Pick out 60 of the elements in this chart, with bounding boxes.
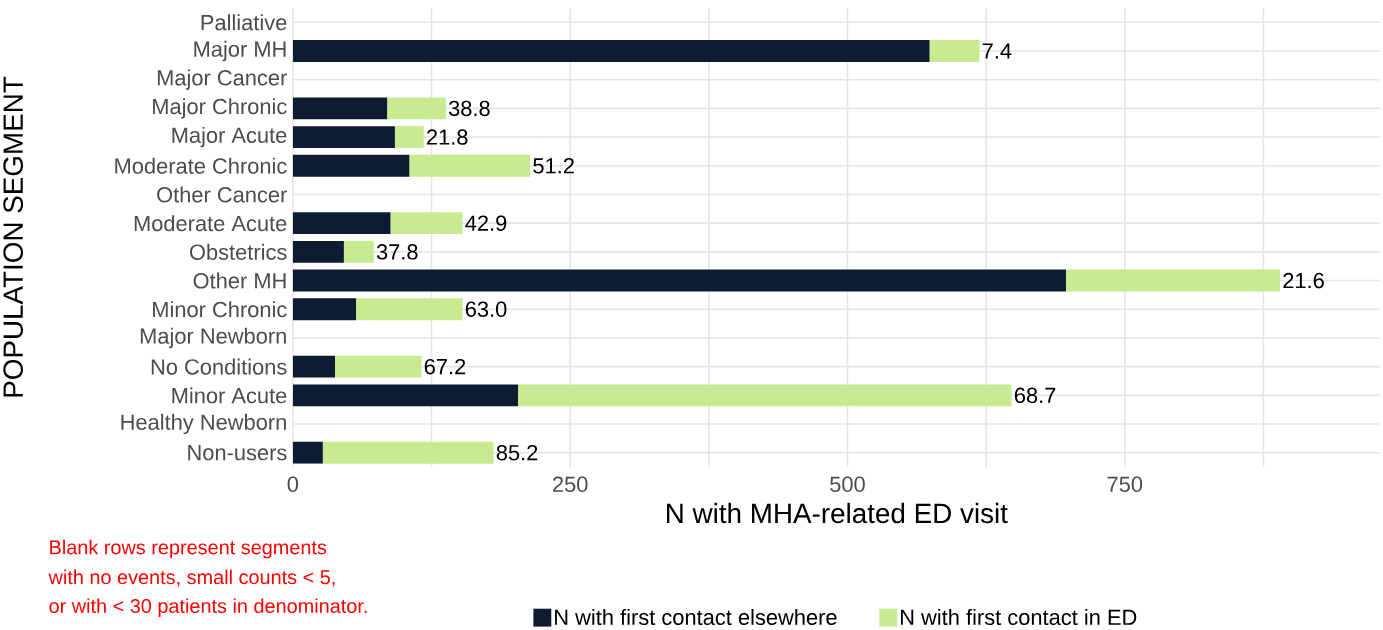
bar — [292, 384, 519, 407]
x-tick-label: 0 — [287, 476, 299, 492]
y-tick-label: Non-users — [188, 444, 287, 461]
y-axis-title: POPULATION SEGMENT — [3, 76, 24, 397]
y-tick-label: Moderate Chronic — [115, 157, 287, 174]
legend-label: N with first contact in ED — [901, 608, 1137, 625]
bar — [292, 126, 395, 148]
annotation: 7.4 — [982, 43, 1012, 59]
y-tick-label: No Conditions — [151, 358, 287, 375]
y-tick-label: Major Chronic — [153, 98, 287, 119]
bar — [292, 39, 930, 62]
annotation: 42.9 — [465, 215, 507, 231]
annotation: 51.2 — [533, 157, 574, 174]
bar — [343, 240, 374, 263]
x-axis-title: N with MHA-related ED visit — [667, 502, 1008, 524]
annotation: 85.2 — [496, 444, 538, 461]
annotation: 37.8 — [376, 243, 418, 260]
bar — [334, 355, 422, 378]
bar — [322, 441, 494, 464]
y-tick-label: Other Cancer — [157, 186, 287, 203]
bar — [292, 269, 1066, 292]
y-tick-label: Major Newborn — [140, 327, 286, 348]
bar — [409, 154, 531, 177]
y-tick-label: Minor Chronic — [153, 301, 287, 318]
y-tick-label: Moderate Acute — [134, 214, 287, 232]
bar — [292, 97, 388, 120]
bar — [356, 298, 463, 321]
bar — [292, 154, 410, 177]
legend-label: N with first contact elsewhere — [555, 608, 837, 625]
text: Blank rows represent segments — [50, 539, 327, 559]
annotation: 63.0 — [465, 301, 507, 317]
text: or with < 30 patients in denominator. — [49, 598, 367, 617]
y-tick-label: Obstetrics — [189, 243, 287, 260]
bar — [387, 97, 446, 120]
annotation: 21.8 — [427, 129, 468, 145]
bar — [1065, 269, 1281, 292]
annotation: 67.2 — [424, 358, 466, 375]
bar — [518, 384, 1012, 407]
annotation: 68.7 — [1014, 387, 1056, 403]
bar — [292, 212, 391, 234]
x-tick-label: 250 — [553, 476, 588, 492]
bar — [292, 298, 357, 321]
x-tick-label: 500 — [830, 476, 865, 492]
bar — [390, 212, 463, 234]
y-tick-label: Palliative — [201, 14, 287, 31]
bar — [929, 39, 980, 62]
annotation: 38.8 — [448, 100, 490, 116]
y-tick-label: Major Cancer — [157, 69, 287, 90]
bar — [394, 126, 424, 148]
text: with no events, small counts < 5, — [48, 569, 335, 587]
annotation: 21.6 — [1283, 272, 1324, 289]
y-tick-label: Major MH — [194, 40, 286, 62]
y-tick-label: Other MH — [193, 272, 286, 289]
y-tick-label: Minor Acute — [172, 387, 287, 404]
bar — [292, 355, 335, 378]
bar — [292, 240, 344, 263]
y-tick-label: Healthy Newborn — [121, 413, 286, 435]
x-tick-label: 750 — [1107, 476, 1143, 492]
bar — [292, 441, 323, 464]
y-tick-label: Major Acute — [172, 126, 287, 148]
